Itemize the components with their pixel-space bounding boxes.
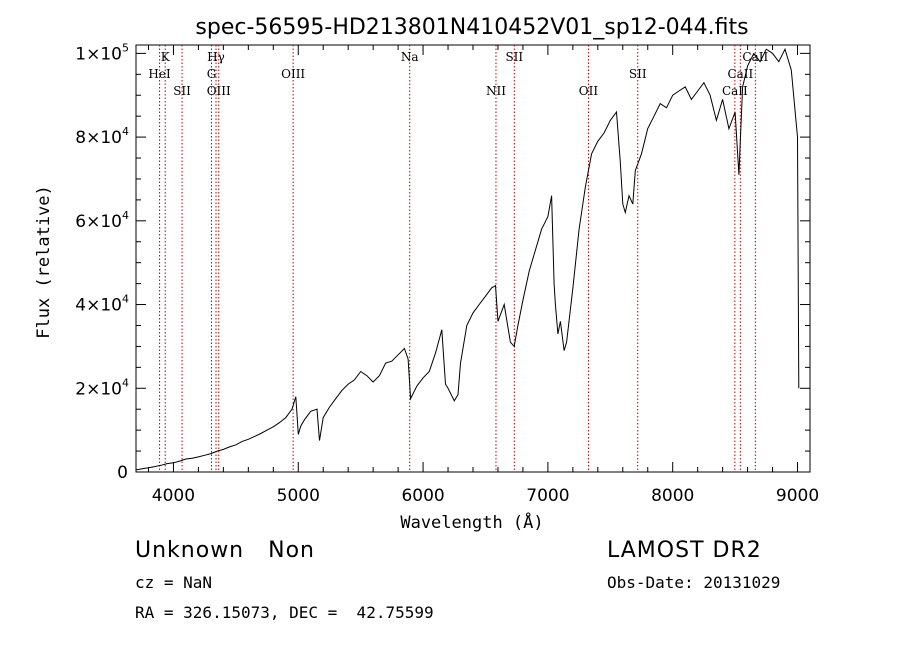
spectral-line-label: K	[161, 50, 171, 64]
obs-date-text: Obs-Date: 20131029	[607, 573, 781, 592]
spectral-line-label: SII	[629, 67, 647, 81]
coordinates-text: RA = 326.15073, DEC = 42.75599	[135, 603, 434, 622]
spectral-line-label: NII	[486, 84, 506, 98]
x-tick-label: 7000	[526, 486, 569, 506]
y-tick-label: 8×10	[75, 128, 122, 148]
object-class: Unknown Non	[135, 538, 315, 563]
spectral-line-label: CaII	[742, 50, 768, 64]
y-tick-exponent: 4	[122, 293, 129, 306]
x-tick-label: 5000	[277, 486, 320, 506]
x-axis-label: Wavelength (Å)	[400, 511, 543, 533]
plot-frame	[135, 44, 811, 473]
x-tick-label: 8000	[651, 486, 694, 506]
spectral-line-label: Hγ	[207, 50, 225, 64]
x-axis-ticks: 4000 5000 6000 7000 8000 9000	[147, 45, 819, 506]
y-tick-label: 0	[117, 463, 128, 483]
y-tick-exponent: 5	[122, 41, 129, 54]
spectral-line-label: SII	[505, 50, 523, 64]
spectral-line-label: OIII	[281, 67, 305, 81]
y-tick-label: 6×10	[75, 212, 122, 232]
plot-border	[135, 44, 811, 473]
y-axis-label: Flux (relative)	[34, 185, 54, 339]
spectral-line-label: HeI	[148, 67, 171, 81]
spectral-line-label: CaII	[727, 67, 753, 81]
y-tick-exponent: 4	[122, 376, 129, 389]
spectral-line-label: G	[207, 67, 217, 81]
x-tick-label: 9000	[776, 486, 819, 506]
spectral-line-markers	[159, 45, 756, 472]
x-tick-label: 6000	[401, 486, 444, 506]
y-tick-label: 4×10	[75, 296, 122, 316]
y-tick-label: 2×10	[75, 379, 122, 399]
spectral-line-label: OIII	[207, 84, 231, 98]
spectral-line-label: OII	[579, 84, 599, 98]
spectral-line-label: Na	[401, 50, 419, 64]
y-tick-exponent: 4	[122, 209, 129, 222]
chart-title: spec-56595-HD213801N410452V01_sp12-044.f…	[195, 15, 748, 40]
y-axis-ticks: 02×10 44×10 46×10 48×10 41×10 5	[75, 41, 810, 483]
spectral-line-label: CaII	[722, 84, 748, 98]
x-tick-label: 4000	[152, 486, 195, 506]
y-tick-exponent: 4	[122, 125, 129, 138]
survey-name: LAMOST DR2	[607, 538, 762, 563]
y-tick-label: 1×10	[75, 44, 122, 64]
spectral-line-label: SII	[173, 84, 191, 98]
spectrum-series-line	[135, 47, 800, 471]
redshift-text: cz = NaN	[135, 573, 213, 592]
